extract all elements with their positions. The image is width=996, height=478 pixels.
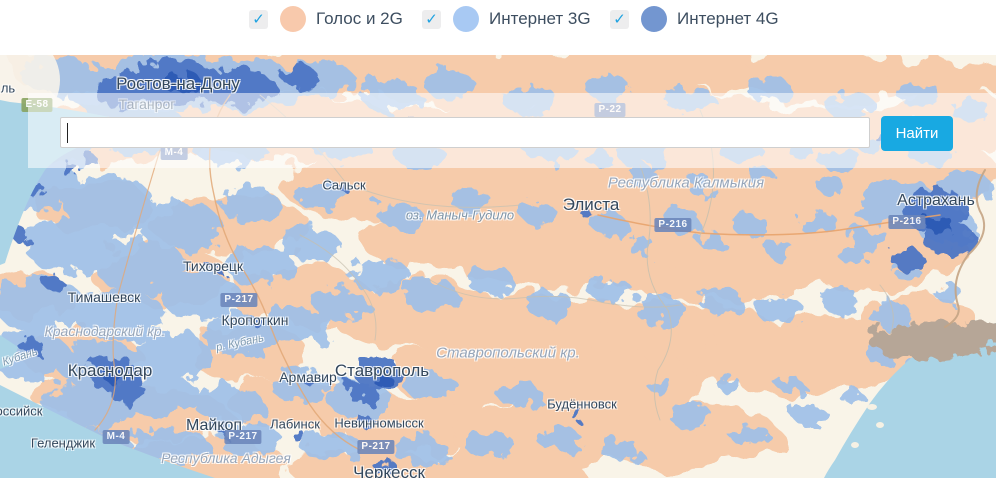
region-label: Краснодарский кр. [44,323,166,339]
city-label: Тихорецк [182,258,244,274]
legend-label-2g: Голос и 2G [316,9,403,28]
check-icon: ✓ [613,10,626,28]
road-badge: Р-217 [220,293,258,307]
legend-label-4g: Интернет 4G [677,9,779,28]
region-label: Республика Адыгея [161,450,291,466]
city-label: Элиста [562,195,620,214]
city-label: Сальск [322,177,366,193]
3g-color-dot-icon [453,6,479,32]
search-button[interactable]: Найти [881,116,953,151]
legend-item-3g[interactable]: ✓ Интернет 3G [422,4,591,34]
road-badge: Р-217 [224,430,262,444]
city-label: Лабинск [270,416,320,432]
road-badge: Р-216 [654,218,692,232]
search-input[interactable] [60,117,870,148]
city-label: Краснодар [67,361,153,380]
2g-color-dot-icon [280,6,306,32]
region-label: Ставропольский кр. [436,344,580,362]
coverage-map-canvas[interactable]: Ростов-на-Дону Таганрог Сальск Элиста Ас… [0,55,996,478]
city-label: Астрахань [897,192,975,209]
city-label: Кропоткин [221,312,289,328]
city-label: Черкесск [353,463,425,478]
legend-item-2g[interactable]: ✓ Голос и 2G [249,4,403,34]
text-cursor [67,123,68,143]
city-label: Невинномысск [334,415,424,431]
road-badge: М-4 [102,430,130,444]
road-badge: Р-216 [888,215,926,229]
checkbox-4g[interactable]: ✓ [610,9,629,29]
legend-item-4g[interactable]: ✓ Интернет 4G [610,4,779,34]
city-label: Ставрополь [334,361,430,380]
city-label: Армавир [279,369,337,385]
city-label: Майкоп [185,417,243,434]
checkbox-2g[interactable]: ✓ [249,9,268,29]
city-label: ль [0,80,16,96]
4g-color-dot-icon [641,6,667,32]
legend-bar: ✓ Голос и 2G ✓ Интернет 3G ✓ Интернет 4G [0,0,996,55]
city-label: Тимашевск [67,289,141,305]
city-label: Геленджик [30,435,96,451]
checkbox-3g[interactable]: ✓ [422,9,441,29]
road-badge: Р-217 [357,440,395,454]
lake-label: оз. Маныч-Гудило [405,207,515,223]
city-label: оссийск [0,403,43,419]
check-icon: ✓ [252,10,265,28]
region-label: Республика Калмыкия [607,174,765,192]
city-label: Будённовск [547,396,617,412]
city-label: Ростов-на-Дону [116,74,240,93]
legend-label-3g: Интернет 3G [489,9,591,28]
check-icon: ✓ [425,10,438,28]
